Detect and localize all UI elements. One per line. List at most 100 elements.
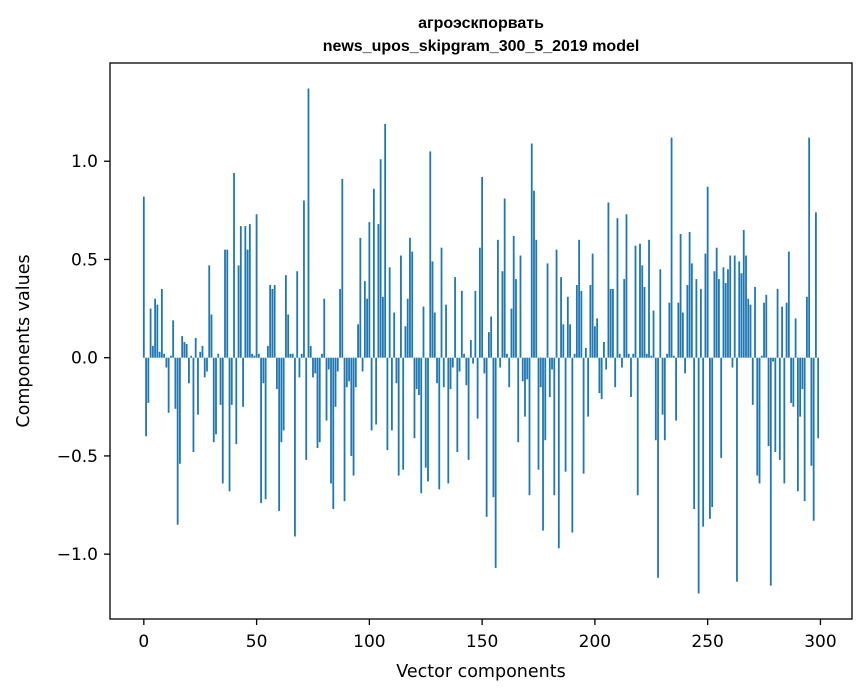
bar bbox=[181, 336, 184, 358]
bar bbox=[458, 357, 461, 372]
x-tick-label: 50 bbox=[246, 632, 268, 652]
bar bbox=[147, 357, 150, 403]
bar bbox=[377, 224, 380, 358]
bar bbox=[447, 357, 450, 484]
bar bbox=[681, 312, 684, 358]
bar bbox=[179, 357, 181, 464]
bar bbox=[413, 357, 416, 439]
bar bbox=[294, 357, 296, 537]
bar bbox=[402, 357, 405, 470]
bar bbox=[278, 357, 281, 511]
y-tick-label: −1.0 bbox=[57, 545, 98, 565]
bar bbox=[348, 357, 350, 382]
bar bbox=[584, 347, 587, 358]
bar bbox=[253, 355, 256, 358]
bar bbox=[341, 178, 344, 358]
bar bbox=[251, 353, 253, 358]
bar bbox=[553, 357, 556, 496]
bar bbox=[587, 357, 590, 417]
bar bbox=[230, 357, 233, 405]
bar bbox=[758, 357, 761, 484]
bar bbox=[174, 357, 177, 409]
bar bbox=[237, 265, 240, 358]
bar bbox=[149, 308, 152, 358]
bar bbox=[169, 355, 172, 358]
bar bbox=[776, 288, 779, 358]
bar bbox=[151, 345, 154, 358]
bar bbox=[271, 288, 274, 358]
bar bbox=[199, 351, 202, 358]
bar bbox=[702, 357, 705, 527]
bar bbox=[393, 312, 396, 358]
bar bbox=[192, 357, 195, 452]
bar bbox=[379, 159, 382, 358]
bar bbox=[472, 357, 474, 364]
bar bbox=[625, 214, 628, 358]
bar bbox=[720, 357, 723, 458]
bar bbox=[185, 343, 188, 358]
bar bbox=[542, 357, 544, 531]
bar bbox=[361, 357, 364, 372]
bar bbox=[300, 353, 303, 358]
bar bbox=[262, 357, 265, 384]
bar bbox=[388, 267, 391, 358]
bar bbox=[206, 357, 208, 372]
bar bbox=[397, 357, 400, 476]
x-tick-label: 250 bbox=[691, 632, 723, 652]
bar bbox=[528, 357, 531, 496]
bar bbox=[756, 357, 759, 476]
bar bbox=[693, 357, 696, 509]
bar bbox=[555, 249, 558, 358]
bar bbox=[391, 357, 393, 431]
bar bbox=[751, 357, 754, 405]
bar bbox=[670, 137, 673, 358]
bar bbox=[740, 273, 743, 358]
bar bbox=[769, 357, 772, 586]
x-axis-label: Vector components bbox=[396, 662, 565, 682]
bar bbox=[481, 176, 484, 358]
bar bbox=[524, 357, 526, 417]
bar bbox=[476, 357, 479, 419]
bar bbox=[242, 357, 244, 407]
bar bbox=[386, 357, 389, 451]
bar bbox=[239, 226, 242, 358]
bar bbox=[257, 353, 260, 358]
bar bbox=[345, 357, 348, 388]
bar bbox=[375, 357, 378, 425]
bar bbox=[709, 357, 711, 519]
bar bbox=[359, 237, 362, 358]
bar bbox=[228, 357, 231, 492]
bar bbox=[490, 316, 493, 358]
bar bbox=[406, 298, 409, 358]
bar bbox=[372, 188, 375, 358]
bar bbox=[287, 314, 290, 358]
bar bbox=[634, 245, 637, 358]
bar bbox=[690, 263, 693, 358]
bar bbox=[296, 271, 299, 358]
bar bbox=[508, 357, 511, 388]
x-axis-ticks: 0 50 100 150 200 250 300 bbox=[138, 619, 837, 652]
bar bbox=[589, 285, 592, 358]
bar bbox=[366, 298, 368, 358]
bar bbox=[686, 285, 689, 358]
bar bbox=[785, 302, 788, 358]
bar bbox=[327, 357, 330, 370]
bar bbox=[562, 324, 565, 358]
bar bbox=[291, 353, 294, 358]
chart-title: агроэскпорвать bbox=[418, 15, 544, 32]
bar bbox=[197, 357, 199, 415]
bar bbox=[282, 357, 285, 431]
bar bbox=[334, 357, 337, 407]
bar bbox=[445, 304, 447, 358]
bar bbox=[318, 357, 321, 443]
bar bbox=[219, 357, 222, 405]
bar bbox=[384, 123, 387, 358]
bar bbox=[745, 255, 747, 358]
bar bbox=[314, 357, 317, 374]
bars-group bbox=[142, 88, 820, 594]
bar bbox=[778, 357, 781, 460]
bar bbox=[303, 200, 305, 358]
bar bbox=[494, 357, 497, 568]
bar bbox=[661, 357, 664, 415]
x-tick-label: 100 bbox=[353, 632, 385, 652]
